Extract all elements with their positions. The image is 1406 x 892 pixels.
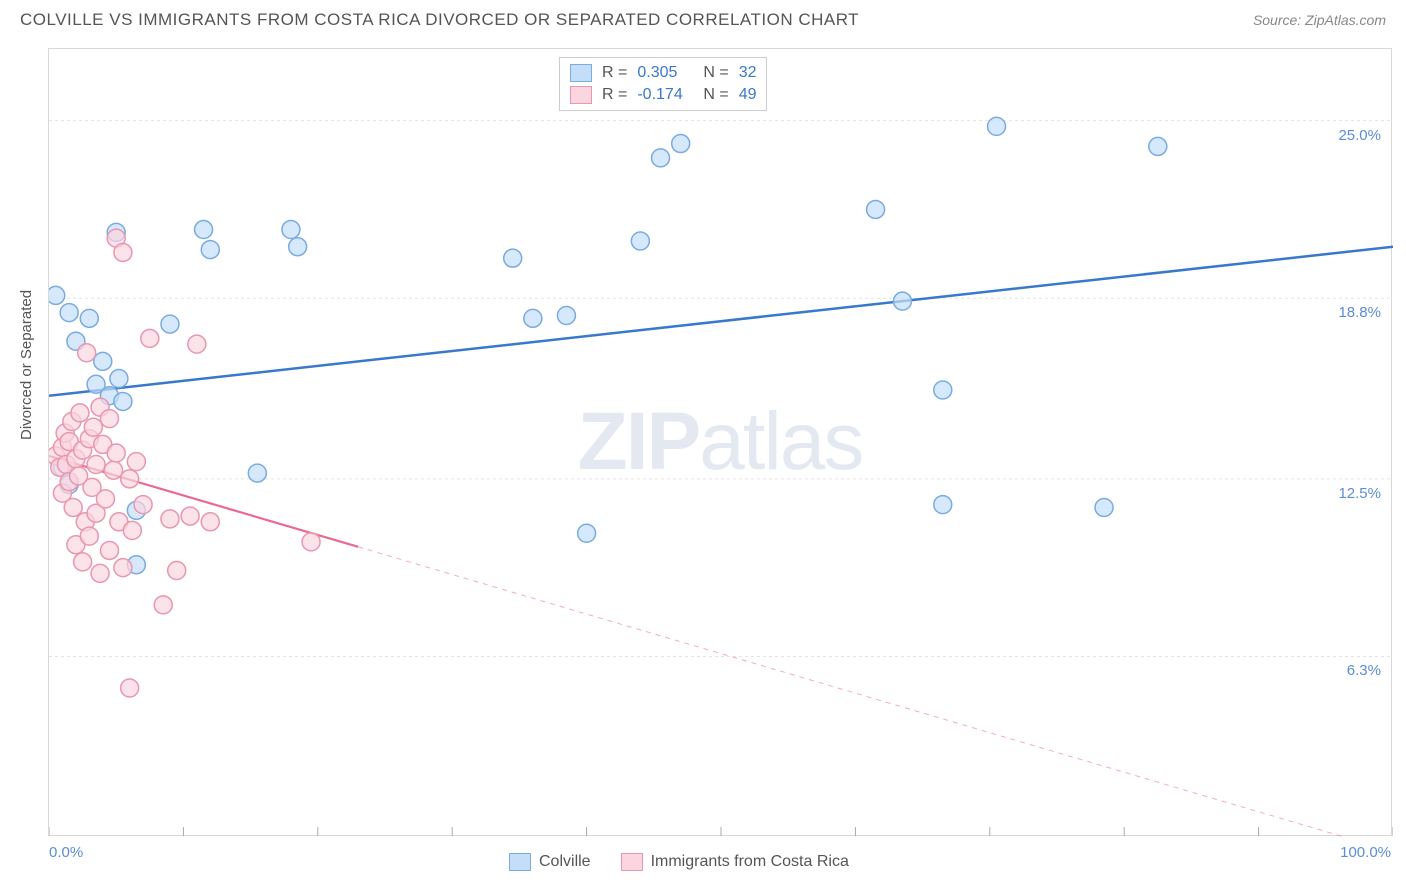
legend-series-label: Colville: [539, 853, 591, 871]
x-tick-label-max: 100.0%: [1340, 844, 1391, 861]
legend-r-value: 0.305: [637, 64, 693, 82]
chart-title: COLVILLE VS IMMIGRANTS FROM COSTA RICA D…: [20, 10, 859, 30]
legend-n-label: N =: [703, 86, 728, 104]
legend-r-label: R =: [602, 64, 627, 82]
source-label: Source:: [1253, 12, 1305, 28]
y-tick-label: 18.8%: [1338, 304, 1381, 321]
legend-r-value: -0.174: [637, 86, 693, 104]
legend-series-item: Immigrants from Costa Rica: [621, 853, 849, 871]
y-tick-label: 25.0%: [1338, 127, 1381, 144]
legend-stat-row: R = -0.174 N = 49: [570, 84, 756, 106]
legend-series-item: Colville: [509, 853, 591, 871]
legend-stat-row: R = 0.305 N = 32: [570, 62, 756, 84]
chart-area: ZIPatlas R = 0.305N = 32R = -0.174N = 49…: [48, 48, 1392, 836]
chart-svg: [49, 49, 1393, 837]
legend-top: R = 0.305 N = 32 R = -0.174 N = 49: [559, 57, 767, 111]
source-name: ZipAtlas.com: [1305, 12, 1386, 28]
y-axis-label: Divorced or Separated: [18, 290, 35, 440]
legend-n-label: N =: [703, 64, 728, 82]
source: Source: ZipAtlas.com: [1253, 12, 1386, 28]
legend-r-label: R =: [602, 86, 627, 104]
legend-bottom: Colville Immigrants from Costa Rica: [509, 853, 849, 871]
legend-swatch: [570, 86, 592, 104]
legend-n-value: 32: [739, 64, 757, 82]
y-tick-label: 6.3%: [1347, 662, 1381, 679]
x-tick-label-min: 0.0%: [49, 844, 83, 861]
legend-swatch: [570, 64, 592, 82]
legend-swatch: [509, 853, 531, 871]
legend-n-value: 49: [739, 86, 757, 104]
legend-swatch: [621, 853, 643, 871]
title-bar: COLVILLE VS IMMIGRANTS FROM COSTA RICA D…: [0, 0, 1406, 38]
y-tick-label: 12.5%: [1338, 485, 1381, 502]
legend-series-label: Immigrants from Costa Rica: [651, 853, 849, 871]
